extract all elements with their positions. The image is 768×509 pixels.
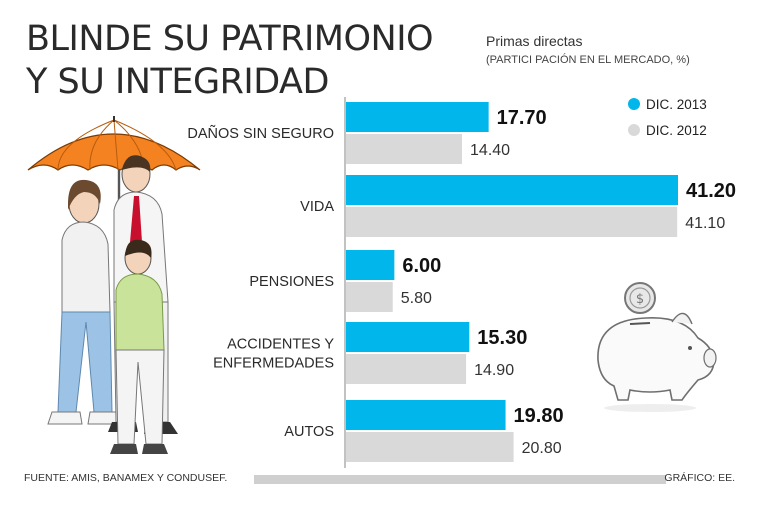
svg-text:$: $ xyxy=(636,292,644,307)
data-label-dic2013: 17.70 xyxy=(497,107,547,129)
bar-dic2013 xyxy=(346,400,506,430)
headline-line-2: Y SU INTEGRIDAD xyxy=(26,62,329,102)
bar-dic2012 xyxy=(346,354,467,384)
piggy-bank-icon: $ xyxy=(597,282,717,412)
legend-label-dic2012: DIC. 2012 xyxy=(646,123,707,138)
data-label-dic2012: 14.90 xyxy=(474,362,514,379)
headline-line-1: BLINDE SU PATRIMONIO xyxy=(26,19,434,59)
category-label: ACCIDENTES Y xyxy=(227,337,334,353)
category-label: ENFERMEDADES xyxy=(213,356,334,372)
family-umbrella-icon xyxy=(27,116,201,454)
data-label-dic2012: 5.80 xyxy=(401,290,432,307)
category-label: PENSIONES xyxy=(249,274,334,290)
data-label-dic2013: 15.30 xyxy=(477,327,527,349)
category-label: DAÑOS SIN SEGURO xyxy=(187,125,334,142)
credit-note: GRÁFICO: EE. xyxy=(664,472,735,484)
data-label-dic2012: 20.80 xyxy=(522,440,562,457)
chart-subtitle: Primas directas xyxy=(486,33,583,49)
legend-label-dic2013: DIC. 2013 xyxy=(646,97,707,112)
headline: BLINDE SU PATRIMONIO Y SU INTEGRIDAD xyxy=(26,18,434,104)
bar-dic2012 xyxy=(346,207,678,237)
footer-divider-bar xyxy=(254,475,666,484)
chart-subtitle-units: (PARTICI PACIÓN EN EL MERCADO, %) xyxy=(486,54,690,66)
coin-icon: $ xyxy=(624,282,656,314)
data-label-dic2013: 41.20 xyxy=(686,180,736,202)
bar-dic2013 xyxy=(346,175,678,205)
data-label-dic2013: 19.80 xyxy=(514,405,564,427)
bar-dic2013 xyxy=(346,102,489,132)
data-label-dic2012: 14.40 xyxy=(470,142,510,159)
boy-figure xyxy=(110,239,168,454)
footer: FUENTE: AMIS, BANAMEX Y CONDUSEF. GRÁFIC… xyxy=(24,472,735,486)
data-label-dic2013: 6.00 xyxy=(402,255,441,277)
bar-dic2012 xyxy=(346,134,463,164)
legend-swatch-dic2012 xyxy=(628,124,640,136)
category-label: AUTOS xyxy=(284,424,334,440)
woman-figure xyxy=(47,179,123,425)
data-label-dic2012: 41.10 xyxy=(685,215,725,232)
category-label: VIDA xyxy=(300,199,334,215)
bar-dic2012 xyxy=(346,282,393,312)
legend-swatch-dic2013 xyxy=(628,98,640,110)
bar-dic2012 xyxy=(346,432,514,462)
bar-dic2013 xyxy=(346,250,395,280)
bar-dic2013 xyxy=(346,322,470,352)
source-note: FUENTE: AMIS, BANAMEX Y CONDUSEF. xyxy=(24,472,234,484)
